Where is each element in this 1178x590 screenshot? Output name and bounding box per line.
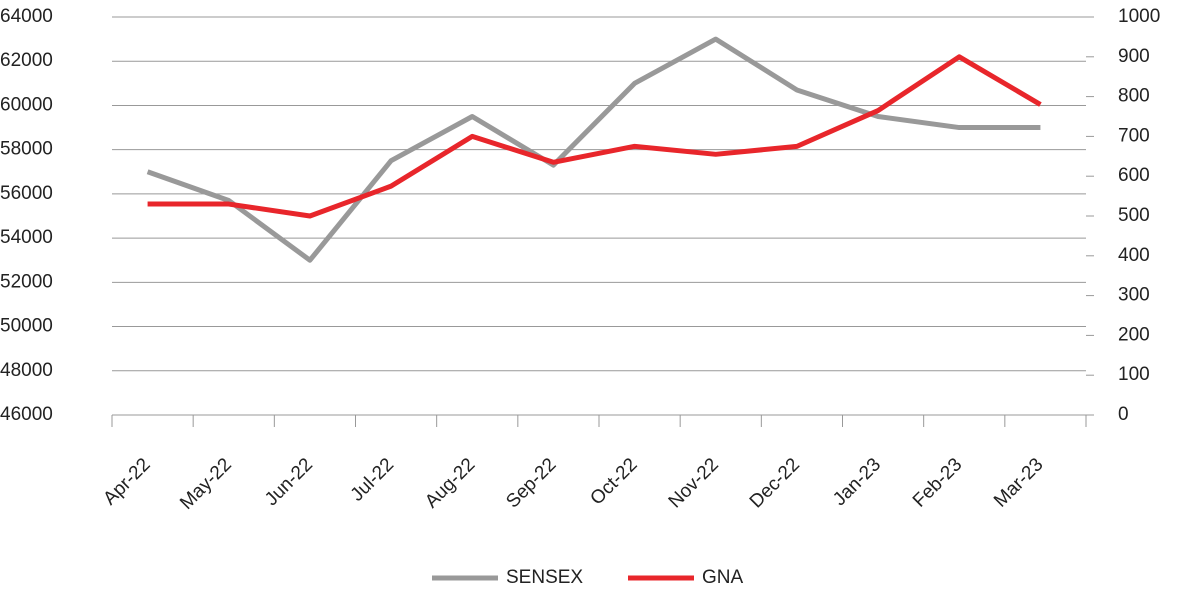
x-tick-label: Sep-22 [502, 454, 560, 512]
y-tick-label: 48000 [0, 360, 53, 381]
y2-tick-label: 200 [1118, 324, 1150, 345]
y-tick-label: 50000 [0, 316, 53, 337]
y2-tick-label: 100 [1118, 364, 1150, 385]
x-tick-label: Mar-23 [990, 454, 1047, 511]
y-tick-label: 62000 [0, 50, 53, 71]
series-line [146, 36, 1041, 263]
y2-tick-label: 500 [1118, 205, 1150, 226]
x-tick-label: Jun-22 [261, 454, 317, 510]
y-tick-label: 64000 [0, 6, 53, 27]
x-tick-label: Oct-22 [586, 454, 641, 509]
legend-label: GNA [702, 567, 744, 588]
x-tick-label: Feb-23 [909, 454, 966, 511]
x-tick-label: Nov-22 [665, 454, 723, 512]
y2-tick-label: 600 [1118, 165, 1150, 186]
y2-tick-label: 300 [1118, 285, 1150, 306]
series-line [147, 54, 1042, 219]
y2-tick-label: 400 [1118, 245, 1150, 266]
x-tick-label: Jan-23 [829, 454, 885, 510]
x-tick-label: May-22 [176, 454, 236, 514]
x-tick-label: Aug-22 [421, 454, 479, 512]
y2-tick-label: 900 [1118, 46, 1150, 67]
y2-tick-label: 0 [1118, 404, 1129, 425]
x-tick-label: Dec-22 [746, 454, 804, 512]
y-tick-label: 58000 [0, 139, 53, 160]
y-tick-label: 60000 [0, 94, 53, 115]
y-tick-label: 52000 [0, 271, 53, 292]
y2-tick-label: 1000 [1118, 6, 1160, 27]
x-tick-label: Jul-22 [347, 454, 398, 505]
y-tick-label: 54000 [0, 227, 53, 248]
y2-tick-label: 700 [1118, 125, 1150, 146]
x-tick-label: Apr-22 [99, 454, 154, 509]
legend-label: SENSEX [506, 567, 583, 588]
y-tick-label: 46000 [0, 404, 53, 425]
y-tick-label: 56000 [0, 183, 53, 204]
y2-tick-label: 800 [1118, 86, 1150, 107]
